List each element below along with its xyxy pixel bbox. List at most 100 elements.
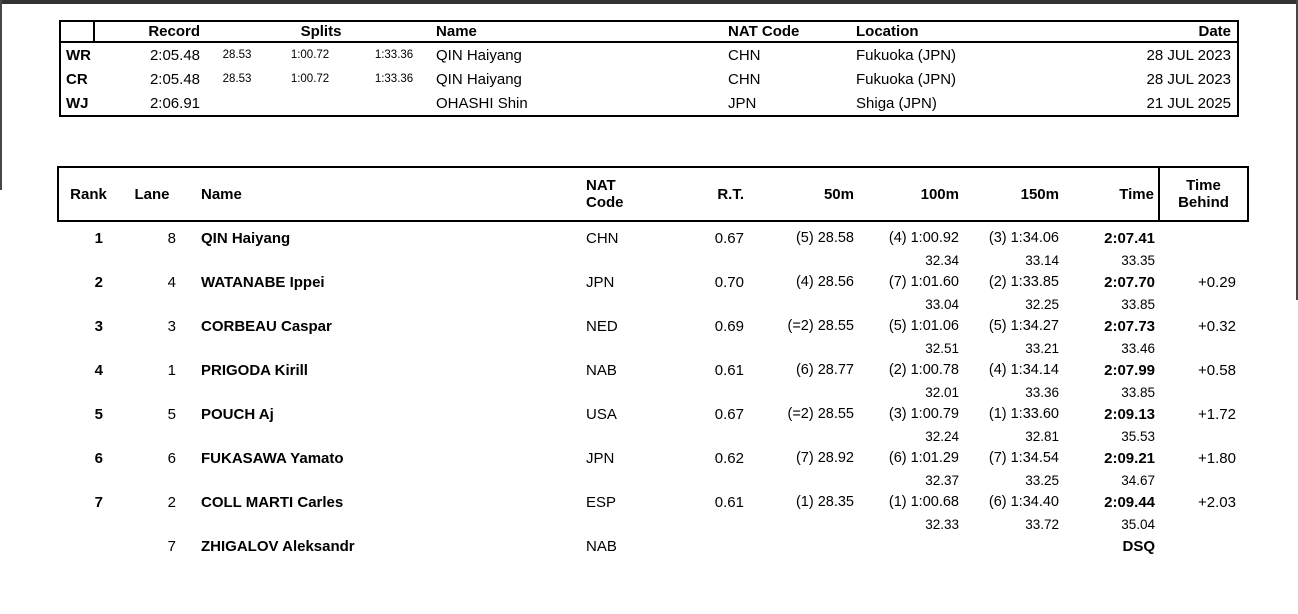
record-split-50m-cell [206, 91, 268, 116]
lane-cell: 6 [167, 449, 176, 467]
record-time-cell: 2:06.91 [149, 94, 200, 112]
result-subsplit-row: 32.24 32.81 35.53 [58, 425, 1248, 447]
subsplit-spacer-cell [58, 293, 858, 315]
record-holder-name-cell: OHASHI Shin [436, 94, 528, 112]
split-50m-cell: (=2) 28.55 [787, 318, 854, 334]
split-50m-cell: (=2) 28.55 [787, 406, 854, 422]
record-location-cell: Fukuoka (JPN) [856, 70, 957, 88]
splits-column-header: Splits [206, 21, 437, 43]
record-row: WR 2:05.48 28.53 1:00.72 1:33.36 QIN Hai… [60, 42, 1238, 67]
split-50m-cell: (4) 28.56 [795, 274, 854, 290]
nat-code-cell: JPN [586, 449, 615, 467]
subsplit-100m-cell: 32.24 [925, 428, 959, 444]
record-column-header: Record [94, 21, 206, 43]
record-location-column-header: Location [854, 21, 1140, 43]
results-header-row: Rank Lane Name NAT Code R.T. 50m 100m 15… [57, 166, 1249, 222]
record-nat-code-cell: CHN [728, 70, 761, 88]
record-nat-code-column-header: NAT Code [726, 21, 855, 43]
subsplit-time-cell: 33.35 [1121, 252, 1155, 268]
records-table-body: WR 2:05.48 28.53 1:00.72 1:33.36 QIN Hai… [60, 42, 1238, 116]
result-subsplit-row: 32.01 33.36 33.85 [58, 381, 1248, 403]
subsplit-time-cell: 35.53 [1121, 428, 1155, 444]
record-name-column-header: Name [436, 21, 727, 43]
subsplit-100m-cell: 33.04 [925, 296, 959, 312]
rank-column-header: Rank [57, 166, 118, 222]
swimmer-name-cell: PRIGODA Kirill [201, 361, 308, 379]
time-column-header: Time [1063, 166, 1159, 222]
reaction-time-cell: 0.69 [714, 317, 744, 335]
subsplit-spacer-cell [58, 249, 858, 271]
rank-cell: 3 [94, 317, 103, 335]
time-behind-cell: +1.72 [1198, 405, 1236, 423]
subsplit-spacer-cell [58, 337, 858, 359]
split-100m-cell: (6) 1:01.29 [888, 450, 959, 466]
reaction-time-cell: 0.70 [714, 273, 744, 291]
record-location-cell: Shiga (JPN) [856, 94, 937, 112]
split-50m-cell: (1) 28.35 [795, 494, 854, 510]
split-150m-cell: (4) 1:34.14 [988, 362, 1059, 378]
lane-cell: 1 [167, 361, 176, 379]
result-row: 2 4 WATANABE Ippei JPN 0.70 (4) 28.56 (7… [58, 271, 1248, 293]
reaction-time-cell [693, 535, 758, 557]
result-row: 3 3 CORBEAU Caspar NED 0.69 (=2) 28.55 (… [58, 315, 1248, 337]
record-time-cell: 2:05.48 [149, 70, 200, 88]
final-time-cell: 2:09.13 [1104, 405, 1155, 423]
nat-code-cell: JPN [586, 273, 615, 291]
nat-code-column-header: NAT Code [578, 166, 693, 222]
subsplit-100m-cell: 32.01 [925, 384, 959, 400]
time-behind-cell [1159, 535, 1248, 557]
record-date-cell: 28 JUL 2023 [1146, 70, 1232, 88]
record-date-cell: 28 JUL 2023 [1146, 46, 1232, 64]
record-split-150m-cell: 1:33.36 [374, 49, 414, 61]
page-right-edge [1296, 0, 1298, 300]
time-behind-cell: +2.03 [1198, 493, 1236, 511]
rank-cell [58, 535, 118, 557]
reaction-time-cell: 0.67 [714, 405, 744, 423]
record-type-header-cell [60, 21, 95, 43]
nat-code-cell: ESP [586, 493, 617, 511]
nat-code-cell: NAB [586, 537, 617, 555]
subsplit-behind-empty-cell [1159, 513, 1248, 535]
split-150m-cell: (7) 1:34.54 [988, 450, 1059, 466]
result-row: 6 6 FUKASAWA Yamato JPN 0.62 (7) 28.92 (… [58, 447, 1248, 469]
lane-cell: 3 [167, 317, 176, 335]
records-header-row: Record Splits Name NAT Code Location Dat… [60, 21, 1239, 43]
record-type-cell: WJ [66, 94, 89, 112]
record-split-100m-cell [268, 91, 352, 116]
lane-cell: 2 [167, 493, 176, 511]
lane-cell: 7 [167, 537, 176, 555]
rank-cell: 4 [94, 361, 103, 379]
record-type-cell: CR [66, 70, 88, 88]
swimmer-name-cell: FUKASAWA Yamato [201, 449, 344, 467]
final-time-cell: 2:07.70 [1104, 273, 1155, 291]
subsplit-time-cell: 33.85 [1121, 384, 1155, 400]
lane-cell: 8 [167, 229, 176, 247]
final-time-cell: 2:07.73 [1104, 317, 1155, 335]
subsplit-100m-cell: 32.37 [925, 472, 959, 488]
record-nat-code-cell: JPN [728, 94, 757, 112]
result-subsplit-row: 32.33 33.72 35.04 [58, 513, 1248, 535]
rank-cell: 5 [94, 405, 103, 423]
final-time-cell: 2:09.21 [1104, 449, 1155, 467]
time-behind-cell: +0.58 [1198, 361, 1236, 379]
subsplit-150m-cell: 32.25 [1025, 296, 1059, 312]
split-150m-cell: (1) 1:33.60 [988, 406, 1059, 422]
record-nat-code-cell: CHN [728, 46, 761, 64]
subsplit-time-cell: 35.04 [1121, 516, 1155, 532]
record-split-100m-cell: 1:00.72 [290, 73, 330, 85]
subsplit-behind-empty-cell [1159, 425, 1248, 447]
nat-code-column-header-label: NAT Code [586, 177, 624, 211]
record-date-column-header: Date [1139, 21, 1239, 43]
split-150m-column-header: 150m [963, 166, 1063, 222]
record-location-cell: Fukuoka (JPN) [856, 46, 957, 64]
result-row: 7 2 COLL MARTI Carles ESP 0.61 (1) 28.35… [58, 491, 1248, 513]
subsplit-150m-cell: 33.25 [1025, 472, 1059, 488]
result-subsplit-row: 32.34 33.14 33.35 [58, 249, 1248, 271]
split-150m-cell: (6) 1:34.40 [988, 494, 1059, 510]
split-150m-cell: (5) 1:34.27 [988, 318, 1059, 334]
record-split-150m-cell [352, 91, 436, 116]
split-100m-cell: (2) 1:00.78 [888, 362, 959, 378]
split-50m-cell: (7) 28.92 [795, 450, 854, 466]
subsplit-100m-cell: 32.51 [925, 340, 959, 356]
swimmer-name-cell: POUCH Aj [201, 405, 274, 423]
